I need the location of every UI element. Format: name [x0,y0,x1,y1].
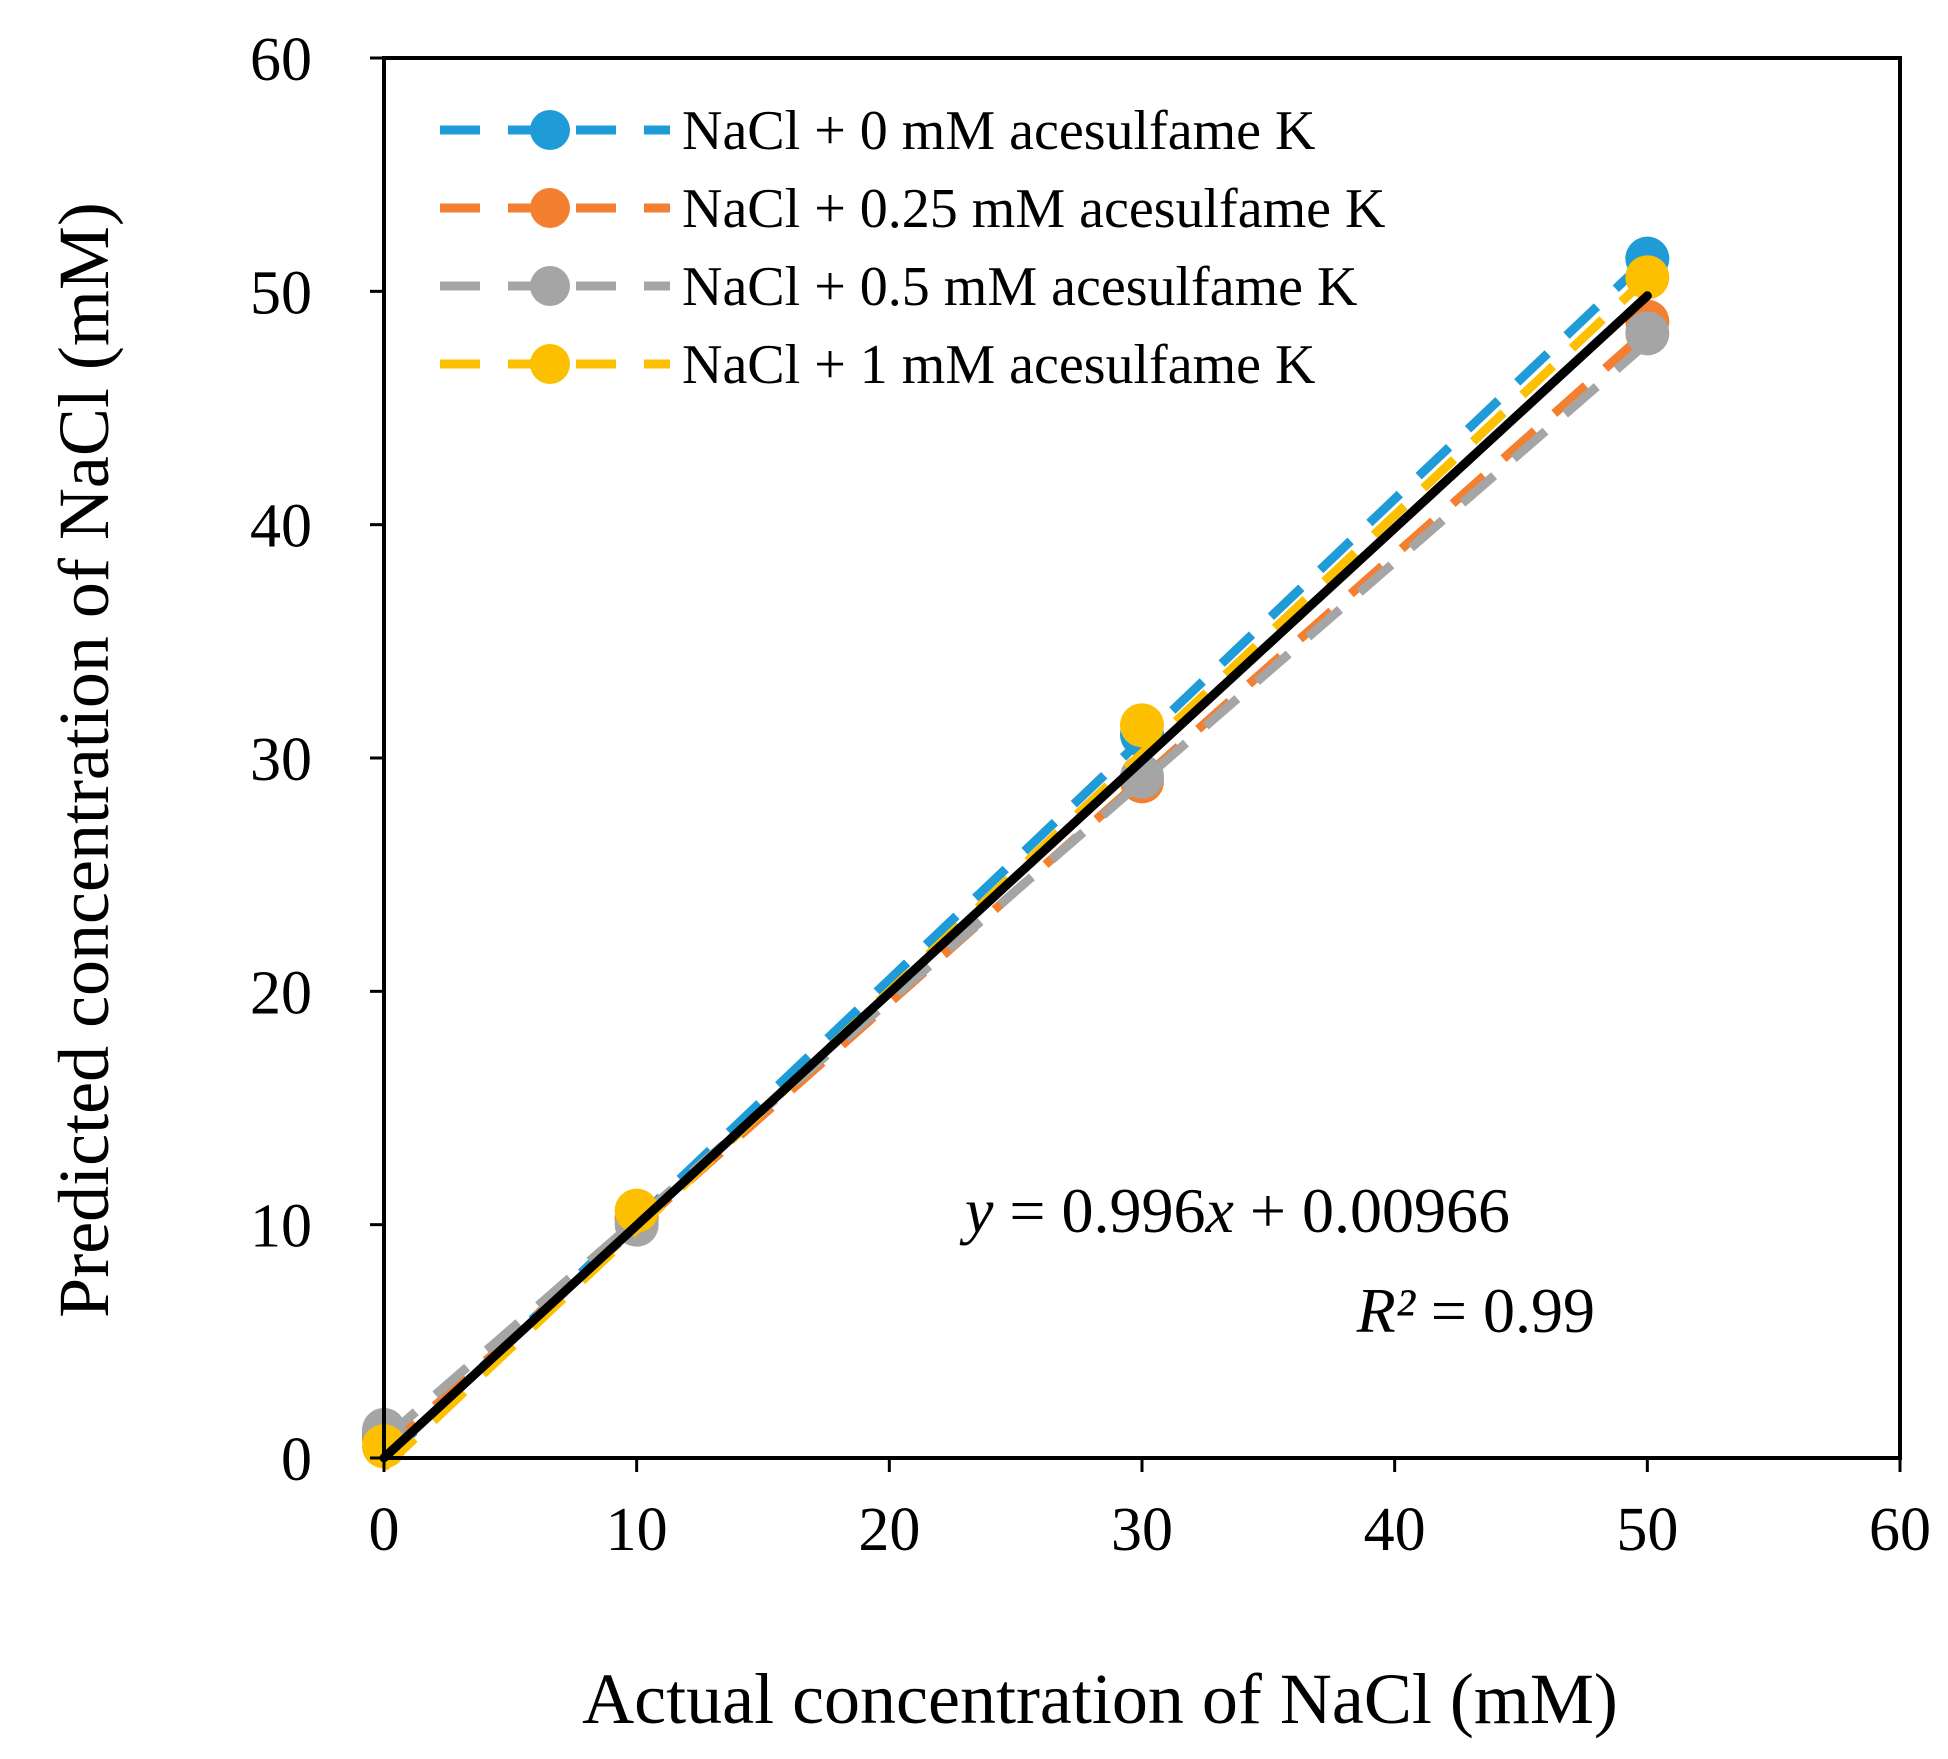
x-axis-ticks: 0 10 20 30 40 50 60 [369,1458,1931,1564]
y-tick-label: 50 [250,259,312,327]
y-tick-label: 30 [250,726,312,794]
y-axis-title: Predicted concentration of NaCl (mM) [44,202,124,1318]
y-tick-label: 0 [281,1426,312,1494]
x-tick-label: 60 [1869,1496,1931,1564]
y-axis-ticks: 0 10 20 30 40 50 60 [250,26,384,1494]
legend-item: NaCl + 0 mM acesulfame K [440,100,1315,162]
equation-middle: = 0.996 [993,1175,1205,1246]
fit-line-layer [379,291,1652,1463]
y-tick-label: 60 [250,26,312,94]
overall-fit-line [379,291,1652,1463]
legend-item: NaCl + 0.25 mM acesulfame K [440,178,1385,240]
legend-swatch-marker [530,188,570,228]
r-squared-label: R² = 0.99 [1356,1275,1595,1346]
legend-item: NaCl + 0.5 mM acesulfame K [440,256,1357,318]
data-point [1120,703,1164,748]
legend-label: NaCl + 1 mM acesulfame K [682,334,1315,396]
series-trendline [381,339,1651,1443]
legend-item: NaCl + 1 mM acesulfame K [440,334,1315,396]
data-point [1625,255,1670,300]
x-tick-label: 0 [369,1496,400,1564]
data-point [1625,311,1670,356]
y-tick-label: 20 [250,959,312,1027]
legend: NaCl + 0 mM acesulfame K NaCl + 0.25 mM a… [440,100,1385,396]
legend-swatch-marker [530,110,570,150]
fit-equation: y = 0.996x + 0.00966 [959,1175,1510,1246]
equation-var-x: x [1205,1175,1234,1246]
x-tick-label: 20 [858,1496,920,1564]
x-tick-label: 30 [1111,1496,1173,1564]
x-axis-title: Actual concentration of NaCl (mM) [582,1659,1618,1739]
data-point [614,1188,659,1233]
equation-var-y: y [959,1175,994,1246]
x-tick-label: 10 [606,1496,668,1564]
legend-swatch-marker [530,344,570,384]
x-tick-label: 50 [1616,1496,1678,1564]
y-tick-label: 40 [250,493,312,561]
r2-variable: R² [1356,1275,1417,1346]
equation-tail: + 0.00966 [1234,1175,1510,1246]
legend-label: NaCl + 0.25 mM acesulfame K [682,178,1385,240]
legend-label: NaCl + 0.5 mM acesulfame K [682,256,1357,318]
x-tick-label: 40 [1364,1496,1426,1564]
r2-value: = 0.99 [1415,1275,1595,1346]
legend-label: NaCl + 0 mM acesulfame K [682,100,1315,162]
y-tick-label: 10 [250,1193,312,1261]
legend-swatch-marker [530,266,570,306]
